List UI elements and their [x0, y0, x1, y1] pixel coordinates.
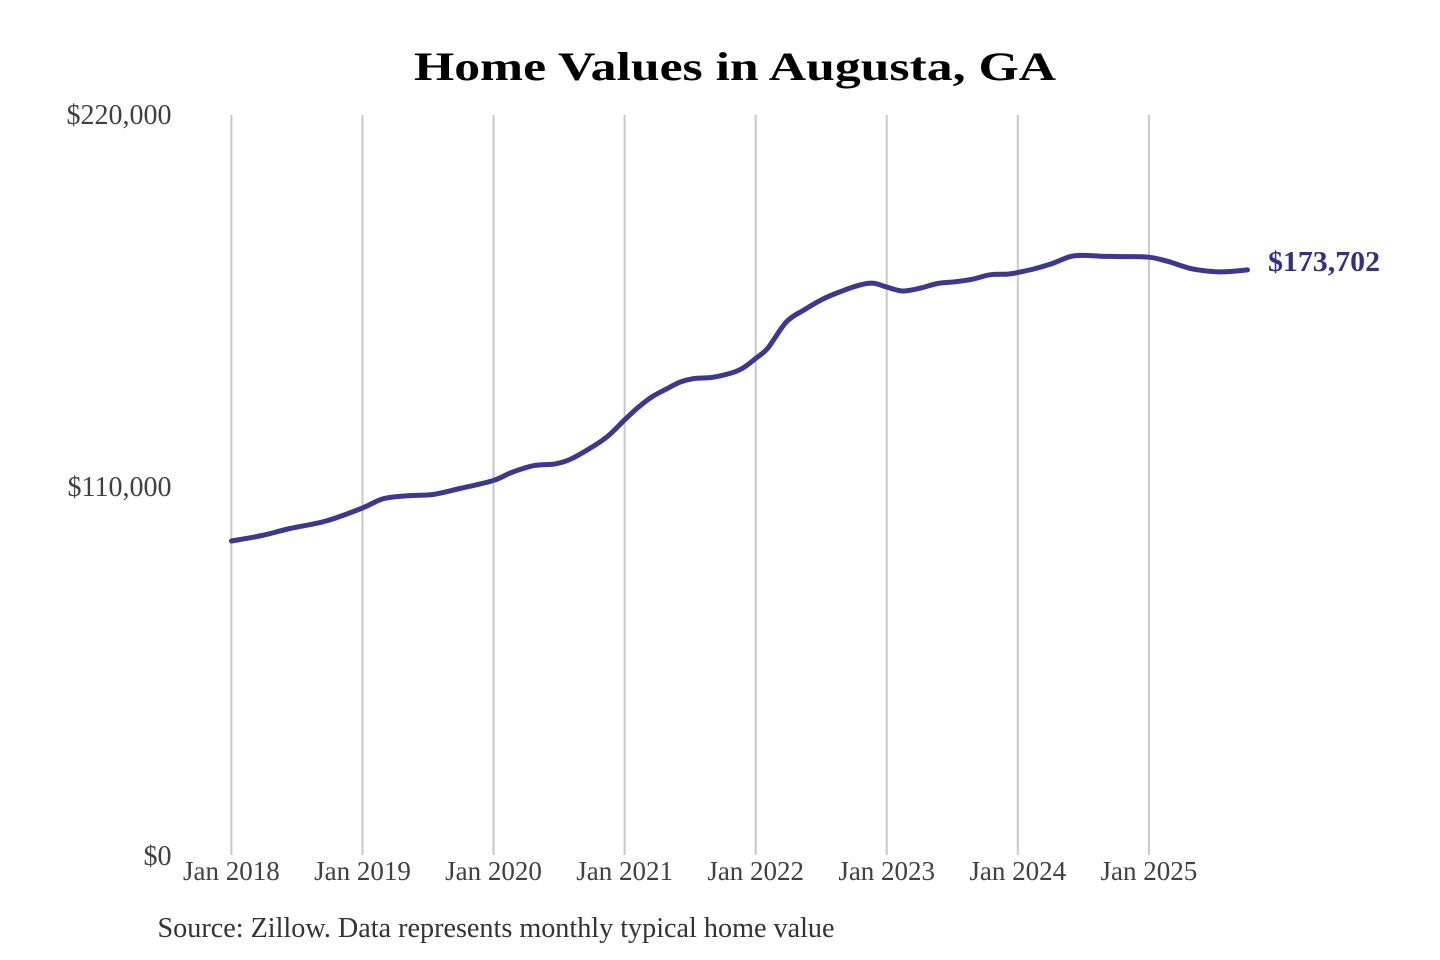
svg-text:Jan 2020: Jan 2020 [445, 856, 542, 886]
svg-text:$220,000: $220,000 [67, 100, 172, 131]
svg-text:Source: Zillow. Data represent: Source: Zillow. Data represents monthly … [158, 913, 835, 944]
svg-text:Jan 2018: Jan 2018 [183, 856, 280, 886]
svg-text:Jan 2024: Jan 2024 [969, 856, 1066, 886]
svg-text:Jan 2025: Jan 2025 [1101, 856, 1198, 886]
svg-text:$0: $0 [144, 841, 172, 872]
svg-text:Jan 2022: Jan 2022 [707, 856, 804, 886]
svg-text:$173,702: $173,702 [1268, 247, 1380, 278]
svg-text:Jan 2021: Jan 2021 [576, 856, 673, 886]
svg-text:Jan 2023: Jan 2023 [838, 856, 935, 886]
svg-text:Home Values in Augusta, GA: Home Values in Augusta, GA [414, 44, 1056, 89]
svg-text:$110,000: $110,000 [68, 472, 172, 503]
svg-text:Jan 2019: Jan 2019 [314, 856, 411, 886]
